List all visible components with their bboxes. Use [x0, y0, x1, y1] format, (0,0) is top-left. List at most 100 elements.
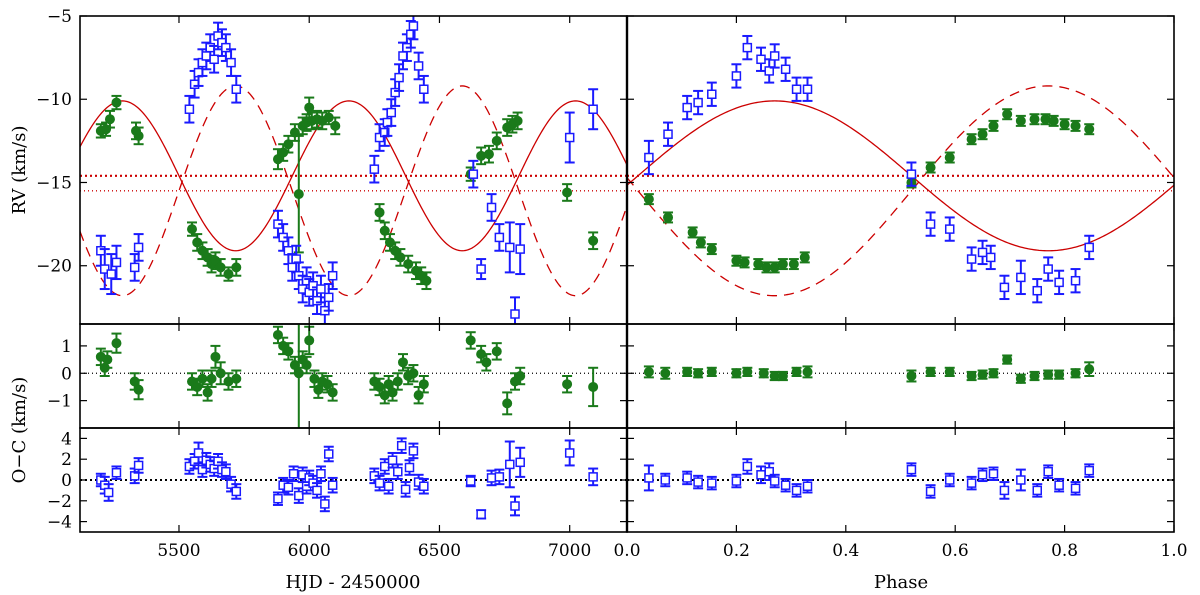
- marker-open-square: [682, 102, 692, 113]
- rv-point-primary: [1002, 108, 1013, 121]
- oc-point-secondary: [802, 479, 813, 494]
- oc-point-secondary: [288, 465, 299, 483]
- rv-point-primary: [395, 248, 406, 267]
- x-tick-label: 0.2: [723, 541, 750, 561]
- oc-point-primary: [515, 366, 526, 386]
- oc-point-primary: [206, 369, 217, 388]
- rv-point-primary: [706, 243, 717, 256]
- marker-open-square: [476, 264, 486, 274]
- rv-point-secondary: [272, 209, 283, 239]
- marker-open-square: [465, 476, 476, 486]
- marker-open-square: [780, 480, 791, 490]
- marker-open-square: [925, 486, 936, 497]
- oc-point-secondary: [693, 474, 704, 490]
- y-tick-label: 0: [61, 471, 72, 491]
- marker-filled-circle: [327, 387, 338, 398]
- x-tick-label: 0.6: [942, 541, 969, 561]
- marker-open-square: [408, 21, 419, 31]
- oc-point-primary: [392, 372, 403, 391]
- rv-point-secondary: [977, 239, 988, 266]
- marker-filled-circle: [588, 235, 599, 246]
- oc-point-secondary: [283, 479, 294, 496]
- marker-filled-circle: [1002, 354, 1013, 365]
- marker-filled-circle: [769, 371, 780, 381]
- oc-point-secondary: [396, 437, 407, 454]
- x-tick-label: 7000: [548, 541, 591, 561]
- marker-filled-circle: [966, 371, 977, 381]
- oc-point-secondary: [476, 509, 487, 520]
- marker-open-square: [564, 448, 575, 458]
- oc-point-secondary: [231, 483, 242, 500]
- marker-filled-circle: [491, 135, 502, 146]
- plot-area: [627, 354, 1174, 384]
- oc-point-secondary: [319, 495, 330, 513]
- oc-point-primary: [758, 368, 769, 379]
- rv-point-secondary: [985, 244, 996, 271]
- marker-open-square: [221, 466, 231, 477]
- marker-open-square: [189, 79, 200, 90]
- marker-open-square: [133, 460, 144, 471]
- rv-point-secondary: [509, 296, 520, 324]
- oc-point-primary: [1002, 354, 1013, 365]
- time-xlabel: HJD - 2450000: [285, 572, 420, 593]
- rv-point-secondary: [369, 154, 380, 184]
- marker-filled-circle: [706, 366, 717, 377]
- oc-point-primary: [791, 366, 802, 377]
- marker-open-square: [1043, 466, 1053, 477]
- marker-filled-circle: [491, 346, 502, 357]
- model-curve-secondary: [627, 85, 1174, 297]
- rv-point-primary: [133, 126, 144, 146]
- marker-open-square: [988, 469, 999, 479]
- rv-point-primary: [695, 236, 706, 249]
- oc-point-primary: [231, 369, 242, 388]
- y-tick-label: −15: [36, 173, 72, 193]
- rv-point-primary: [187, 221, 198, 237]
- marker-filled-circle: [925, 162, 936, 173]
- marker-open-square: [486, 473, 497, 483]
- panel-oc-primary-phase: [626, 323, 1175, 429]
- marker-open-square: [308, 280, 318, 291]
- rv-point-secondary: [111, 244, 122, 281]
- oc-point-primary: [1084, 361, 1095, 377]
- marker-open-square: [374, 478, 385, 488]
- panel-oc-secondary-phase: 0.0 0.2 0.4 0.6 0.8 1.0: [613, 427, 1188, 561]
- oc-point-primary: [327, 383, 338, 402]
- rv-point-secondary: [966, 246, 977, 272]
- rv-point-primary: [304, 96, 315, 119]
- rv-point-primary: [753, 258, 764, 271]
- rv-point-primary: [293, 134, 304, 254]
- marker-open-square: [294, 490, 304, 501]
- marker-open-square: [404, 462, 415, 473]
- rv-point-secondary: [413, 51, 424, 81]
- marker-filled-circle: [802, 366, 813, 377]
- marker-open-square: [663, 129, 673, 139]
- oc-point-secondary: [706, 475, 717, 491]
- marker-filled-circle: [206, 373, 217, 384]
- oc-point-primary: [317, 372, 328, 391]
- marker-open-square: [802, 481, 813, 491]
- marker-filled-circle: [988, 368, 999, 379]
- marker-filled-circle: [301, 360, 312, 371]
- oc-point-primary: [977, 369, 988, 380]
- panel-frame: [79, 15, 628, 325]
- rv-point-secondary: [906, 161, 917, 187]
- marker-filled-circle: [133, 130, 144, 141]
- marker-filled-circle: [1029, 371, 1040, 381]
- rv-point-secondary: [418, 74, 429, 104]
- panel-rv-time: −5 −10 −15 −20: [36, 7, 628, 325]
- marker-filled-circle: [1040, 114, 1051, 125]
- rv-point-secondary: [682, 94, 693, 121]
- marker-filled-circle: [731, 255, 742, 266]
- marker-open-square: [1016, 475, 1026, 485]
- marker-filled-circle: [562, 379, 573, 390]
- marker-filled-circle: [102, 354, 113, 365]
- marker-open-square: [769, 51, 780, 61]
- rv-point-secondary: [184, 94, 195, 124]
- rv-point-primary: [403, 254, 414, 274]
- rv-point-primary: [977, 128, 988, 141]
- rv-point-primary: [231, 258, 242, 277]
- marker-filled-circle: [777, 371, 788, 381]
- marker-open-square: [327, 480, 338, 490]
- marker-open-square: [1043, 264, 1053, 274]
- marker-filled-circle: [660, 368, 671, 379]
